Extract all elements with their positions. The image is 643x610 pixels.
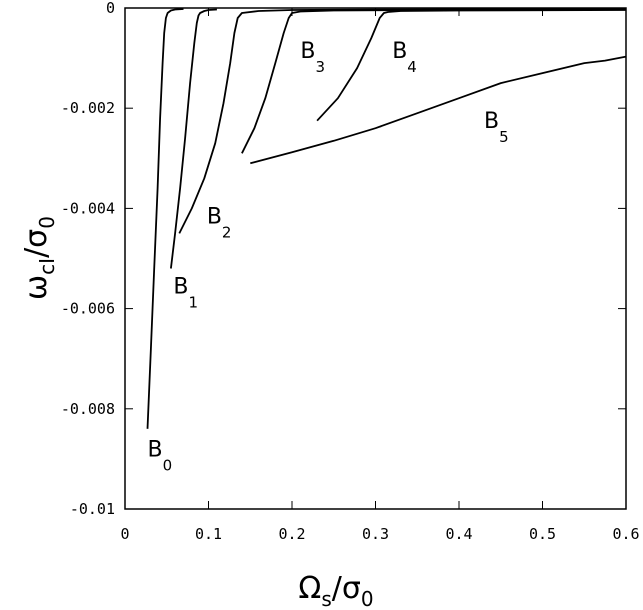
plot-frame (124, 7, 627, 510)
series-label-b3: B3 (300, 39, 325, 76)
x-tick-label: 0.4 (445, 525, 472, 543)
series-line-b2 (178, 8, 627, 234)
series-line-b3 (241, 8, 627, 154)
x-tick-label: 0.2 (278, 525, 305, 543)
series-label-b5: B5 (484, 109, 509, 146)
series-label-b0: B0 (148, 437, 173, 474)
y-tick-label: -0.01 (70, 500, 115, 518)
y-tick-label: 0 (106, 0, 115, 17)
series-line-b4 (316, 9, 627, 122)
y-tick-label: -0.004 (61, 199, 115, 217)
series-label-b4: B4 (392, 39, 417, 76)
series-line-b0 (146, 8, 184, 429)
x-tick-label: 0.3 (362, 525, 389, 543)
series-line-b5 (250, 55, 627, 165)
data-series (146, 8, 627, 429)
y-tick-label: -0.006 (61, 300, 115, 318)
y-tick-label: -0.008 (61, 400, 115, 418)
x-axis-title: Ωs/σ0 (298, 571, 373, 610)
x-tick-label: 0.6 (612, 525, 639, 543)
x-tick-label: 0.5 (529, 525, 556, 543)
tick-marks (124, 7, 627, 510)
x-tick-label: 0 (120, 525, 129, 543)
y-tick-label: -0.002 (61, 99, 115, 117)
x-tick-label: 0.1 (195, 525, 222, 543)
series-label-b1: B1 (173, 275, 198, 312)
series-label-b2: B2 (207, 204, 232, 241)
tick-labels: 0 0.1 0.2 0.3 0.4 0.5 0.6 0 -0.002 -0.004 -0.006 -0… (61, 0, 640, 543)
series-line-b1 (170, 8, 217, 269)
y-axis-title: ωcI/σ0 (19, 216, 59, 300)
